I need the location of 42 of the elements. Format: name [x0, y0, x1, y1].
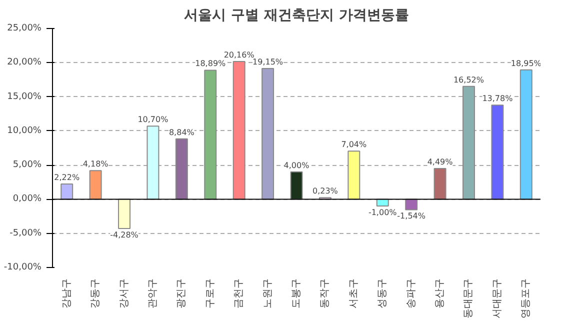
y-tick-label: 15,00% — [7, 92, 42, 102]
x-tick-label: 성동구 — [377, 278, 388, 308]
x-tick-label: 광진구 — [176, 278, 188, 308]
data-label: 20,16% — [224, 50, 255, 60]
x-tick-label: 강남구 — [61, 278, 72, 308]
x-tick-label: 서대문구 — [492, 278, 503, 318]
x-tick-label: 금천구 — [234, 278, 245, 308]
x-tick-label: 관악구 — [147, 278, 158, 308]
data-label: 4,18% — [82, 160, 109, 169]
y-tick-label: 25,00% — [7, 24, 42, 34]
x-tick-label: 강동구 — [90, 278, 102, 308]
data-label: 10,70% — [138, 115, 169, 124]
data-label: 4,49% — [427, 158, 454, 167]
y-tick-label: 10,00% — [7, 126, 42, 136]
data-label: 0,23% — [312, 186, 338, 196]
data-label: 16,52% — [453, 75, 484, 84]
data-label: 2,22% — [54, 173, 80, 182]
y-tick-label: -5,00% — [10, 228, 42, 238]
x-tick-label: 동대문구 — [463, 278, 474, 318]
data-label: 8,84% — [168, 128, 195, 137]
chart-title: 서울시 구별 재건축단지 가격변동률 — [184, 8, 409, 24]
data-label: 19,15% — [252, 57, 284, 66]
data-label: -1,00% — [368, 208, 398, 218]
x-tick-label: 서초구 — [348, 278, 360, 308]
x-tick-label: 구로구 — [204, 278, 216, 308]
x-tick-label: 용산구 — [434, 278, 446, 308]
x-tick-label: 도봉구 — [291, 278, 302, 308]
x-tick-label: 노원구 — [262, 278, 274, 308]
data-label: 18,89% — [195, 59, 226, 68]
data-label: 7,04% — [341, 140, 368, 150]
x-tick-label: 동작구 — [320, 278, 331, 308]
data-label: -1,54% — [397, 212, 426, 221]
y-tick-label: 0,00% — [12, 194, 42, 204]
y-tick-label: -10,00% — [4, 262, 42, 272]
data-label: 4,00% — [284, 160, 310, 170]
data-label: -4,28% — [110, 230, 139, 240]
x-tick-label: 송파구 — [406, 278, 417, 308]
x-tick-label: 영등포구 — [520, 278, 532, 318]
y-tick-label: 20,00% — [7, 58, 42, 68]
data-label: 13,78% — [482, 94, 514, 104]
y-tick-label: 5,00% — [12, 160, 42, 170]
x-tick-label: 강서구 — [118, 278, 130, 308]
